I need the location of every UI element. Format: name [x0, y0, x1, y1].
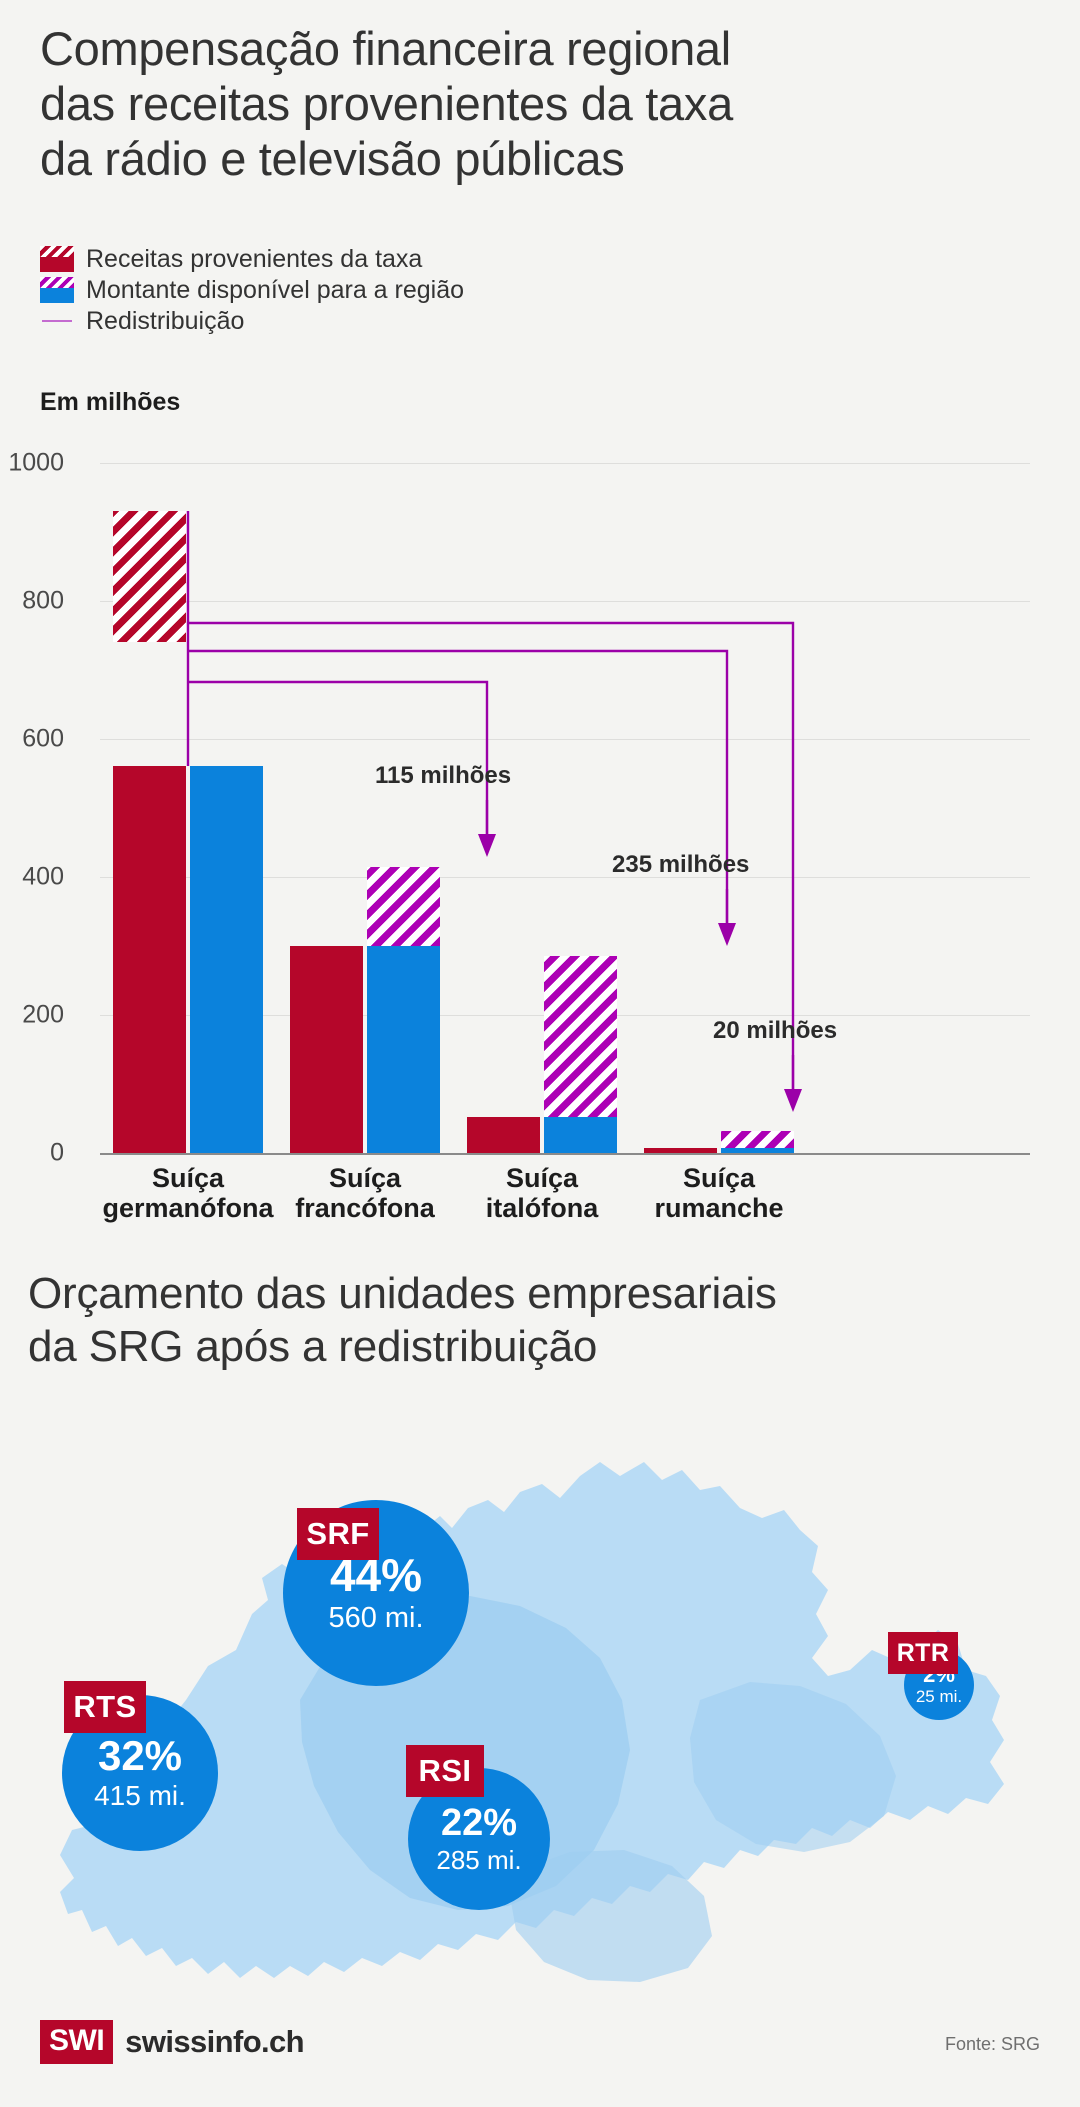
page-title: Compensação financeira regional das rece…: [40, 22, 1040, 187]
swi-logo[interactable]: SWI swissinfo.ch: [40, 2020, 305, 2064]
map-badge-srf: SRF: [297, 1508, 379, 1560]
source-label: Fonte: SRG: [944, 2034, 1040, 2054]
page-title-line-3: da rádio e televisão públicas: [40, 131, 625, 185]
annotation-20-milhoes: 20 milhões: [713, 1017, 838, 1044]
annotation-235-milhoes: 235 milhões: [612, 851, 750, 878]
bar-receitas-italofona: [467, 1117, 540, 1153]
chart-legend: Receitas provenientes da taxa Montante d…: [40, 245, 464, 338]
swi-logo-mark: SWI: [40, 2020, 114, 2064]
ytick-label-0: 0: [50, 1138, 64, 1167]
bar-montante-italofona-solid: [544, 1117, 617, 1153]
section2-title: Orçamento das unidades empresariais da S…: [28, 1268, 1058, 1374]
map-bubble-rts-amount: 415 mi.: [94, 1779, 186, 1811]
ytick-label-1000: 1000: [8, 448, 64, 477]
bar-receitas-francofona: [290, 946, 363, 1153]
map-bubble-rsi-percent: 22%: [440, 1801, 518, 1844]
annotation-115-milhoes: 115 milhões: [375, 762, 512, 789]
axis-baseline: [100, 1153, 1030, 1155]
bar-montante-germanofona: [190, 766, 263, 1153]
legend-item-montante: Montante disponível para a região: [40, 276, 464, 304]
purple-line-swatch-icon: [40, 308, 74, 334]
xlabel-francofona: Suíça francófona: [295, 1163, 435, 1224]
map-bubble-srf-amount: 560 mi.: [328, 1601, 424, 1634]
bar-montante-rumanche-solid: [721, 1148, 794, 1153]
bar-receitas-germanofona-solid: [113, 766, 186, 1153]
gridline-800: [100, 601, 1030, 602]
bar-receitas-rumanche: [644, 1148, 717, 1153]
map-bubble-rts-percent: 32%: [97, 1731, 183, 1779]
xlabel-germanofona: Suíça germanófona: [102, 1163, 274, 1224]
gridline-1000: [100, 463, 1030, 464]
map-bubble-rsi-amount: 285 mi.: [436, 1844, 522, 1875]
hatched-purple-blue-swatch-icon: [40, 277, 74, 303]
bar-receitas-germanofona-hatched: [113, 511, 186, 642]
legend-item-receitas: Receitas provenientes da taxa: [40, 245, 464, 273]
legend-label-montante: Montante disponível para a região: [86, 275, 465, 304]
ytick-label-600: 600: [22, 724, 64, 753]
page-title-line-2: das receitas provenientes da taxa: [40, 76, 733, 130]
map-bubble-rtr-amount: 25 mi.: [915, 1686, 963, 1706]
switzerland-map: 32% 415 mi. RTS 44% 560 mi. SRF 22% 285 …: [0, 1400, 1080, 2000]
map-badge-rtr: RTR: [888, 1632, 958, 1674]
legend-label-redistribuicao: Redistribuição: [86, 306, 245, 335]
footer: SWI swissinfo.ch Fonte: SRG: [0, 2020, 1080, 2100]
section2-title-line-2: da SRG após a redistribuição: [28, 1321, 598, 1371]
bar-montante-rumanche-hatched: [721, 1131, 794, 1148]
section2-title-line-1: Orçamento das unidades empresariais: [28, 1269, 777, 1318]
map-badge-rsi: RSI: [406, 1745, 484, 1797]
swi-logo-text: swissinfo.ch: [125, 2024, 305, 2059]
xlabel-italofona: Suíça italófona: [485, 1163, 599, 1224]
ytick-label-800: 800: [22, 586, 64, 615]
xlabel-rumanche: Suíça rumanche: [654, 1163, 784, 1224]
bar-chart: 1000 800 600 400 200 0: [8, 448, 1030, 1223]
bar-montante-francofona-solid: [367, 946, 440, 1153]
legend-item-redistribuicao: Redistribuição: [40, 307, 464, 335]
gridline-600: [100, 739, 1030, 740]
bar-montante-francofona-hatched: [367, 867, 440, 946]
bar-montante-italofona-hatched: [544, 956, 617, 1117]
page-title-line-1: Compensação financeira regional: [40, 22, 731, 75]
chart-units-label: Em milhões: [40, 388, 181, 416]
ytick-label-400: 400: [22, 862, 64, 891]
map-badge-rts: RTS: [64, 1681, 146, 1733]
legend-label-receitas: Receitas provenientes da taxa: [86, 244, 423, 273]
ytick-label-200: 200: [22, 1000, 64, 1029]
hatched-red-swatch-icon: [40, 246, 74, 272]
